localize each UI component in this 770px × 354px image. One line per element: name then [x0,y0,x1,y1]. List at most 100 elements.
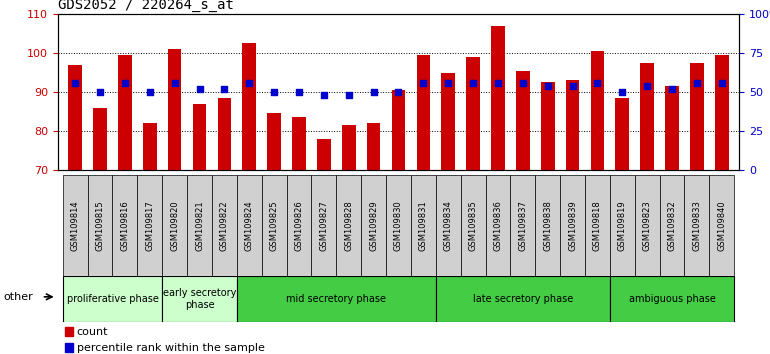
Text: GSM109824: GSM109824 [245,200,254,251]
Point [641,83,653,88]
Point [691,80,703,86]
Bar [112,175,137,276]
Text: ambiguous phase: ambiguous phase [628,294,715,304]
Text: late secretory phase: late secretory phase [473,294,573,304]
Text: GSM109826: GSM109826 [294,200,303,251]
Point [94,89,106,95]
Bar [436,276,610,322]
Bar [516,71,530,170]
Bar [386,175,411,276]
Bar [685,175,709,276]
Text: GSM109831: GSM109831 [419,200,428,251]
Bar [436,175,460,276]
Text: proliferative phase: proliferative phase [66,294,159,304]
Bar [361,175,386,276]
Bar [137,175,162,276]
Bar [392,90,405,170]
Text: mid secretory phase: mid secretory phase [286,294,387,304]
Point [517,80,529,86]
Bar [69,65,82,170]
Bar [660,175,685,276]
Point [417,80,430,86]
Bar [187,175,212,276]
Text: GSM109840: GSM109840 [718,200,726,251]
Bar [162,175,187,276]
Point [367,89,380,95]
Point [467,80,479,86]
Bar [535,175,560,276]
Point [666,86,678,92]
Text: GSM109817: GSM109817 [146,200,154,251]
Text: percentile rank within the sample: percentile rank within the sample [77,343,265,353]
Point [343,92,355,98]
Bar [212,175,237,276]
Text: GSM109819: GSM109819 [618,200,627,251]
Bar [411,175,436,276]
Text: GSM109833: GSM109833 [692,200,701,251]
Point [442,80,454,86]
Bar [162,276,237,322]
Bar [491,26,505,170]
Point [243,80,256,86]
Text: GSM109834: GSM109834 [444,200,453,251]
Text: GSM109829: GSM109829 [369,200,378,251]
Text: GSM109814: GSM109814 [71,200,79,251]
Point [69,80,82,86]
Point [293,89,305,95]
Bar [286,175,311,276]
Text: GSM109836: GSM109836 [494,200,503,251]
Text: GSM109835: GSM109835 [469,200,477,251]
Text: GSM109820: GSM109820 [170,200,179,251]
Bar [267,113,281,170]
Point [541,83,554,88]
Text: GSM109832: GSM109832 [668,200,677,251]
Bar [486,175,511,276]
Bar [192,104,206,170]
Bar [218,98,231,170]
Point [567,83,579,88]
Text: GSM109839: GSM109839 [568,200,577,251]
Bar [62,276,162,322]
Bar [591,51,604,170]
Point [715,80,728,86]
Text: GSM109822: GSM109822 [220,200,229,251]
Bar [65,327,72,336]
Text: early secretory
phase: early secretory phase [162,288,236,310]
Text: GDS2052 / 220264_s_at: GDS2052 / 220264_s_at [58,0,233,12]
Point [318,92,330,98]
Bar [65,343,72,353]
Bar [541,82,554,170]
Text: GSM109818: GSM109818 [593,200,602,251]
Text: GSM109837: GSM109837 [518,200,527,251]
Bar [118,55,132,170]
Bar [367,123,380,170]
Bar [511,175,535,276]
Bar [615,98,629,170]
Text: GSM109828: GSM109828 [344,200,353,251]
Bar [610,175,634,276]
Point [169,80,181,86]
Bar [566,80,579,170]
Bar [610,276,735,322]
Point [616,89,628,95]
Bar [709,175,735,276]
Point [591,80,604,86]
Point [393,89,405,95]
Bar [336,175,361,276]
Bar [460,175,486,276]
Text: GSM109827: GSM109827 [320,200,328,251]
Text: GSM109821: GSM109821 [195,200,204,251]
Bar [93,108,107,170]
Bar [262,175,286,276]
Bar [690,63,704,170]
Bar [62,175,88,276]
Point [218,86,230,92]
Bar [715,55,728,170]
Bar [243,44,256,170]
Text: GSM109823: GSM109823 [643,200,651,251]
Text: GSM109825: GSM109825 [270,200,279,251]
Bar [585,175,610,276]
Bar [467,57,480,170]
Bar [237,276,436,322]
Bar [317,139,330,170]
